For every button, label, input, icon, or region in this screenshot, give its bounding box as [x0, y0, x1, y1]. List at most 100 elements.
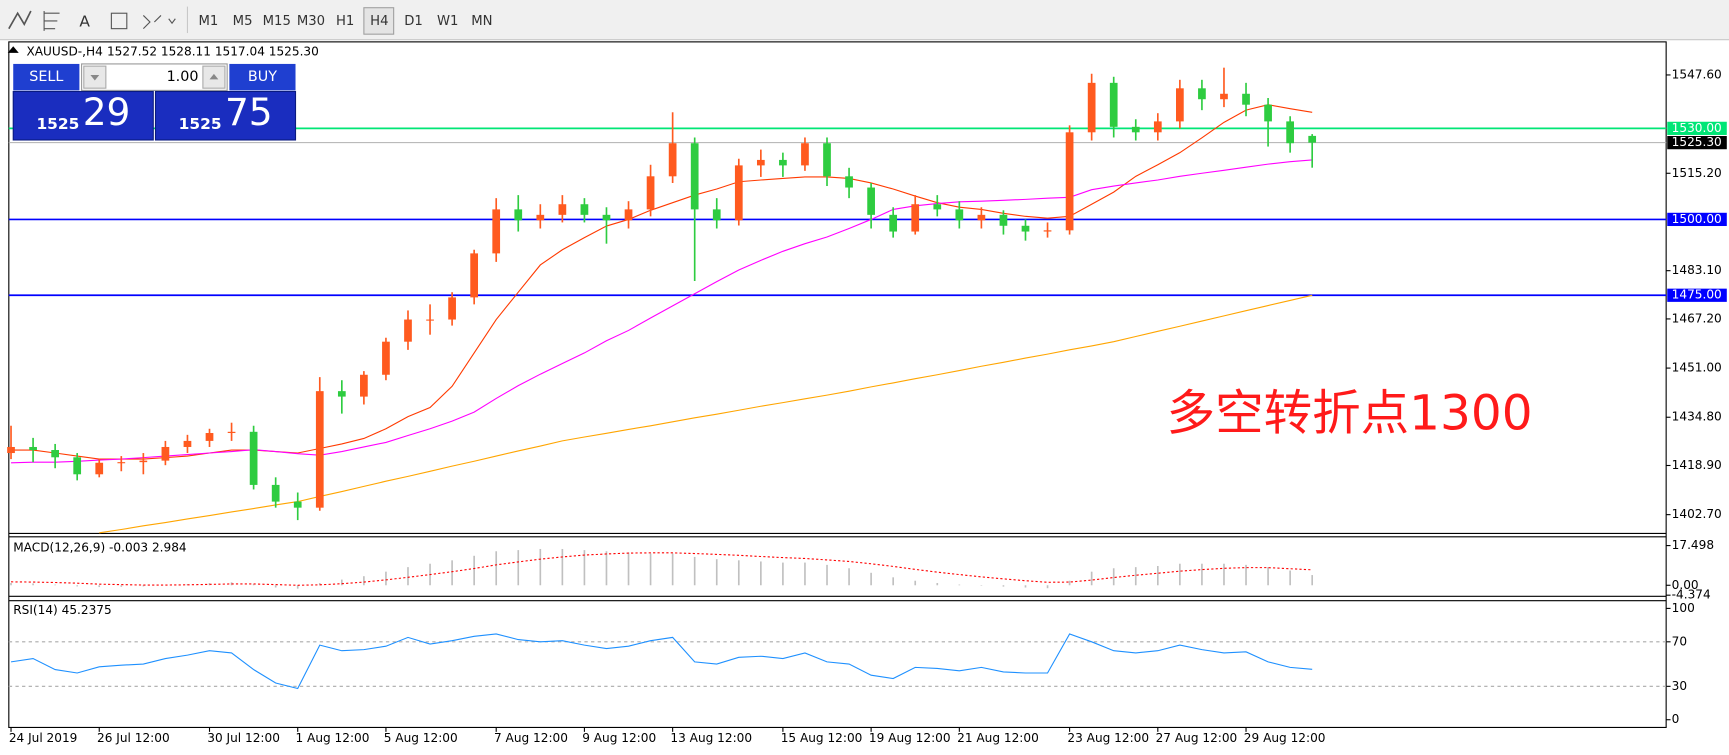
y-tick-label: 1402.70: [1672, 507, 1722, 521]
y-tick-label: 0.00: [1672, 578, 1699, 592]
timeframe-button[interactable]: H4: [370, 14, 388, 29]
candle-body: [668, 143, 677, 177]
candle-body: [845, 176, 853, 188]
timeframe-button[interactable]: M1: [198, 14, 218, 29]
sell-label[interactable]: SELL: [29, 69, 63, 85]
level-label: 1475.00: [1672, 288, 1722, 302]
y-tick-label: 70: [1672, 634, 1687, 648]
timeframe-button[interactable]: D1: [404, 14, 423, 29]
candle-body: [1087, 82, 1096, 133]
candle-body: [404, 319, 412, 342]
collapse-icon[interactable]: [7, 46, 19, 53]
trade-panel: SELL 1.00 BUY 1525 29 1525 75: [12, 63, 297, 141]
y-tick-label: 1483.10: [1672, 263, 1722, 277]
candle-body: [448, 297, 456, 320]
timeframe-button[interactable]: MN: [471, 14, 492, 29]
x-tick-label: 21 Aug 12:00: [957, 731, 1039, 745]
level-label-bg: [1667, 212, 1727, 227]
y-tick-label: 1467.20: [1672, 311, 1722, 325]
chart-subtitle: 1527.52 1528.11 1517.04 1525.30: [107, 44, 319, 58]
icon-fibo[interactable]: [43, 11, 60, 31]
sell-button[interactable]: [13, 63, 80, 91]
candle-body: [1198, 88, 1206, 100]
ask-small[interactable]: 75: [225, 90, 273, 134]
x-tick-label: 5 Aug 12:00: [384, 731, 458, 745]
candle-body: [315, 391, 324, 508]
macd-signal: [11, 552, 1313, 586]
bid-box[interactable]: [12, 90, 154, 141]
x-tick-label: 26 Jul 12:00: [97, 731, 170, 745]
moving-average: [99, 294, 1313, 534]
candle-body: [734, 165, 743, 221]
y-tick-label: -4.374: [1672, 588, 1711, 602]
candle-body: [646, 176, 655, 210]
candle-body: [1242, 93, 1250, 105]
ask-big[interactable]: 1525: [179, 115, 222, 133]
chart-title: XAUUSD-,H4: [26, 44, 103, 58]
x-tick-label: 19 Aug 12:00: [869, 731, 951, 745]
timeframe-button[interactable]: H1: [336, 14, 354, 29]
icon-lines[interactable]: [8, 10, 32, 30]
candle-body: [1153, 121, 1162, 133]
chart-frame: [8, 41, 1667, 728]
candle-body: [1131, 126, 1140, 133]
candle-body: [426, 319, 434, 321]
candle-body: [624, 209, 633, 221]
candle-body: [779, 159, 787, 166]
icon-arrows[interactable]: [142, 15, 176, 30]
candle-body: [492, 209, 501, 254]
candle-body: [977, 214, 986, 221]
candle-body: [801, 143, 809, 166]
ask-box[interactable]: [154, 90, 297, 141]
candle-body: [382, 341, 390, 375]
y-tick-label: 0: [1672, 712, 1680, 726]
candle-body: [999, 214, 1008, 226]
candle-body: [337, 391, 346, 397]
candle-body: [470, 253, 479, 298]
candle-body: [139, 460, 148, 463]
timeframe-button[interactable]: M5: [233, 14, 253, 29]
level-label: 1500.00: [1672, 212, 1722, 226]
annotation: 多空转折点1300: [1167, 386, 1533, 442]
candle-body: [360, 374, 368, 397]
candle-body: [1264, 104, 1272, 122]
timeframe-button[interactable]: M15: [263, 14, 291, 29]
icon-label[interactable]: [110, 12, 128, 30]
candle-body: [73, 457, 82, 475]
rsi-title: RSI(14) 45.2375: [13, 603, 111, 617]
active-timeframe[interactable]: [363, 7, 395, 35]
toolbar-bg: [0, 0, 1729, 40]
candle-body: [712, 209, 721, 221]
timeframe-button[interactable]: W1: [437, 14, 458, 29]
x-tick-label: 27 Aug 12:00: [1156, 731, 1238, 745]
candle-body: [293, 501, 302, 508]
buy-label[interactable]: BUY: [248, 69, 277, 85]
candle-body: [514, 209, 523, 221]
candle-body: [558, 204, 567, 215]
y-tick-label: 17.498: [1672, 538, 1714, 552]
lots-value[interactable]: 1.00: [167, 69, 199, 85]
candle-body: [1109, 82, 1118, 127]
icon-text[interactable]: A: [79, 13, 90, 31]
candle-body: [823, 143, 831, 177]
bid-big[interactable]: 1525: [36, 115, 79, 133]
timeframe-button[interactable]: M30: [297, 14, 325, 29]
candle-body: [1176, 88, 1184, 122]
moving-average: [11, 104, 1313, 460]
x-tick-label: 29 Aug 12:00: [1244, 731, 1326, 745]
candle-body: [756, 159, 765, 166]
y-tick-label: 1547.60: [1672, 67, 1722, 81]
candle-body: [271, 484, 280, 502]
x-tick-label: 24 Jul 2019: [9, 731, 78, 745]
level-label-bg: [1667, 121, 1727, 135]
candle-body: [867, 187, 875, 215]
rsi-line: [10, 633, 1313, 690]
y-tick-label: 30: [1672, 679, 1687, 693]
bid-small[interactable]: 29: [83, 90, 131, 134]
candle-body: [690, 143, 699, 210]
x-tick-label: 1 Aug 12:00: [296, 731, 370, 745]
price-label: 1525.30: [1672, 135, 1722, 149]
buy-button[interactable]: [229, 63, 296, 91]
